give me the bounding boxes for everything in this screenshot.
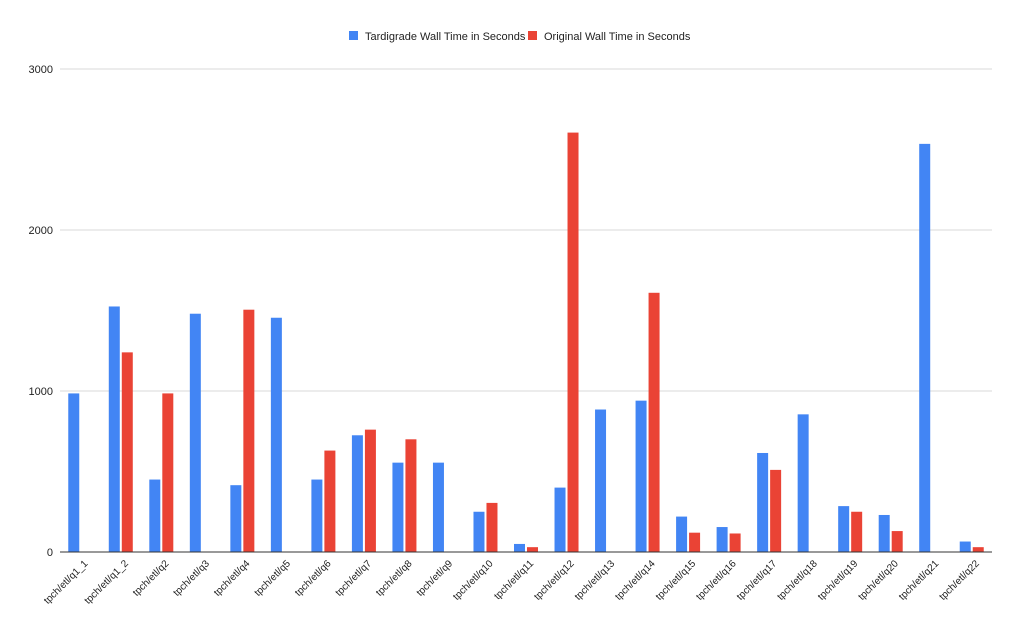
- bar-original-8: [364, 429, 376, 552]
- x-tick-label-9: tpch/etl/q8: [374, 558, 415, 599]
- bar-tardigrade-11: [473, 511, 485, 552]
- x-tick-label-6: tpch/etl/q5: [253, 558, 294, 599]
- bar-tardigrade-2: [108, 306, 120, 552]
- y-tick-label-2000: 2000: [29, 225, 53, 237]
- x-tick-label-15: tpch/etl/q14: [613, 558, 658, 603]
- bar-tardigrade-6: [270, 317, 282, 552]
- bar-tardigrade-15: [635, 400, 647, 552]
- bar-original-3: [162, 393, 174, 552]
- x-tick-label-7: tpch/etl/q6: [293, 558, 334, 599]
- bar-tardigrade-14: [595, 409, 607, 552]
- bar-original-17: [729, 533, 741, 552]
- x-tick-label-19: tpch/etl/q18: [775, 558, 820, 603]
- x-tick-label-11: tpch/etl/q10: [451, 558, 496, 603]
- bar-tardigrade-4: [189, 313, 201, 552]
- y-tick-label-0: 0: [47, 547, 53, 559]
- x-tick-label-22: tpch/etl/q21: [897, 558, 942, 603]
- bar-tardigrade-13: [554, 487, 566, 552]
- bar-tardigrade-17: [716, 527, 728, 552]
- legend-label-original: Original Wall Time in Seconds: [544, 31, 691, 43]
- x-tick-label-5: tpch/etl/q4: [212, 558, 253, 599]
- bar-tardigrade-10: [432, 462, 444, 552]
- bar-original-9: [405, 439, 417, 552]
- bar-original-11: [486, 502, 498, 552]
- y-tick-label-1000: 1000: [29, 386, 53, 398]
- bars: [68, 132, 984, 553]
- x-tick-label-4: tpch/etl/q3: [172, 558, 213, 599]
- bar-original-18: [770, 469, 782, 552]
- bar-tardigrade-3: [149, 479, 161, 552]
- bar-tardigrade-19: [797, 414, 809, 552]
- bar-tardigrade-1: [68, 393, 80, 552]
- bar-tardigrade-12: [514, 543, 525, 552]
- legend: Tardigrade Wall Time in Seconds Original …: [349, 31, 691, 43]
- bar-tardigrade-23: [959, 541, 971, 552]
- x-tick-label-16: tpch/etl/q15: [654, 558, 699, 603]
- bar-tardigrade-8: [351, 435, 363, 552]
- x-tick-label-18: tpch/etl/q17: [735, 558, 780, 603]
- x-tick-label-12: tpch/etl/q11: [492, 558, 536, 602]
- bar-original-13: [567, 132, 579, 552]
- legend-label-tardigrade: Tardigrade Wall Time in Seconds: [365, 31, 526, 43]
- bar-tardigrade-20: [838, 506, 850, 552]
- bar-tardigrade-18: [757, 452, 769, 552]
- x-tick-label-2: tpch/etl/q1_2: [83, 558, 132, 607]
- x-tick-label-13: tpch/etl/q12: [532, 558, 577, 603]
- x-tick-label-17: tpch/etl/q16: [694, 558, 739, 603]
- bar-tardigrade-21: [878, 514, 890, 552]
- x-tick-label-20: tpch/etl/q19: [816, 558, 861, 603]
- y-tick-label-3000: 3000: [29, 64, 53, 76]
- bar-original-2: [121, 352, 133, 552]
- gridlines: [60, 68, 992, 392]
- x-tick-label-23: tpch/etl/q22: [938, 558, 983, 603]
- x-tick-label-14: tpch/etl/q13: [573, 558, 618, 603]
- bar-tardigrade-9: [392, 462, 404, 552]
- x-tick-label-3: tpch/etl/q2: [131, 558, 172, 599]
- x-tick-label-10: tpch/etl/q9: [415, 558, 456, 599]
- bar-tardigrade-5: [230, 485, 242, 552]
- bar-original-5: [243, 309, 255, 552]
- bar-original-7: [324, 450, 336, 552]
- bar-original-23: [972, 547, 984, 552]
- x-tick-label-8: tpch/etl/q7: [334, 558, 375, 599]
- bar-tardigrade-22: [919, 143, 931, 553]
- y-axis-ticks: 0 1000 2000 3000: [29, 64, 53, 559]
- legend-swatch-tardigrade: [349, 31, 358, 40]
- bar-original-16: [689, 532, 701, 552]
- bar-tardigrade-16: [676, 516, 688, 552]
- bar-original-20: [851, 511, 863, 552]
- bar-original-21: [891, 531, 903, 552]
- legend-swatch-original: [528, 31, 537, 40]
- bar-original-15: [648, 292, 660, 552]
- bar-tardigrade-7: [311, 479, 323, 552]
- x-tick-label-21: tpch/etl/q20: [856, 558, 901, 603]
- bar-original-12: [527, 547, 538, 552]
